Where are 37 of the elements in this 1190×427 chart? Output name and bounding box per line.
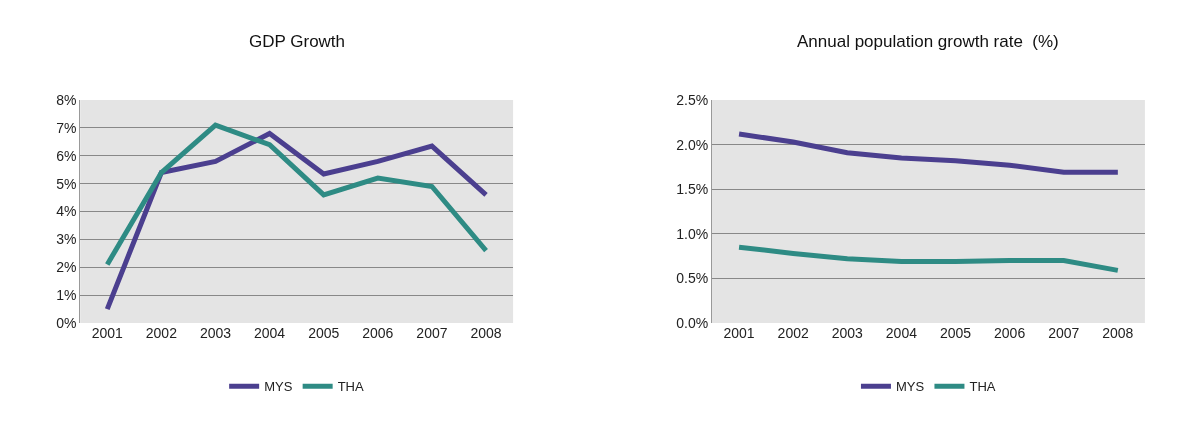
y-tick-label: 0% <box>56 314 77 331</box>
y-tick-label: 1.0% <box>676 225 709 242</box>
x-tick-label: 2003 <box>199 324 232 341</box>
y-tick-label: 5% <box>56 175 77 192</box>
y-tick-label: 6% <box>56 147 77 164</box>
x-tick-label: 2001 <box>723 324 755 341</box>
legend-label: THA <box>969 379 996 395</box>
y-tick-label: 1.5% <box>676 181 709 198</box>
x-tick-label: 2007 <box>1048 324 1080 341</box>
x-tick-label: 2004 <box>254 324 286 341</box>
x-tick-label: 2002 <box>777 324 809 341</box>
x-tick-label: 2005 <box>939 324 972 341</box>
y-tick-label: 4% <box>56 203 77 220</box>
y-tick-label: 0.5% <box>676 270 709 287</box>
y-tick-label: 7% <box>56 119 77 136</box>
legend-label: MYS <box>895 379 925 395</box>
y-tick-label: 8% <box>56 92 77 109</box>
x-tick-label: 2007 <box>416 324 448 341</box>
y-tick-label: 2.5% <box>676 92 709 109</box>
legend-label: MYS <box>264 379 293 395</box>
chart-title: Annual population growth rate (%) <box>797 32 1059 51</box>
x-tick-label: 2003 <box>831 324 864 341</box>
y-tick-label: 2% <box>56 259 77 276</box>
x-tick-label: 2004 <box>885 324 918 341</box>
y-tick-label: 0.0% <box>676 314 709 331</box>
y-tick-label: 3% <box>56 231 77 248</box>
x-tick-label: 2005 <box>308 324 340 341</box>
x-tick-label: 2002 <box>145 324 178 341</box>
x-tick-label: 2001 <box>91 324 124 341</box>
x-tick-label: 2008 <box>1102 324 1134 341</box>
legend-label: THA <box>337 379 364 395</box>
x-tick-label: 2006 <box>994 324 1026 341</box>
y-tick-label: 2.0% <box>676 136 709 153</box>
chart-title: GDP Growth <box>249 32 346 51</box>
x-tick-label: 2008 <box>470 324 502 341</box>
x-tick-label: 2006 <box>362 324 394 341</box>
y-tick-label: 1% <box>56 287 77 304</box>
